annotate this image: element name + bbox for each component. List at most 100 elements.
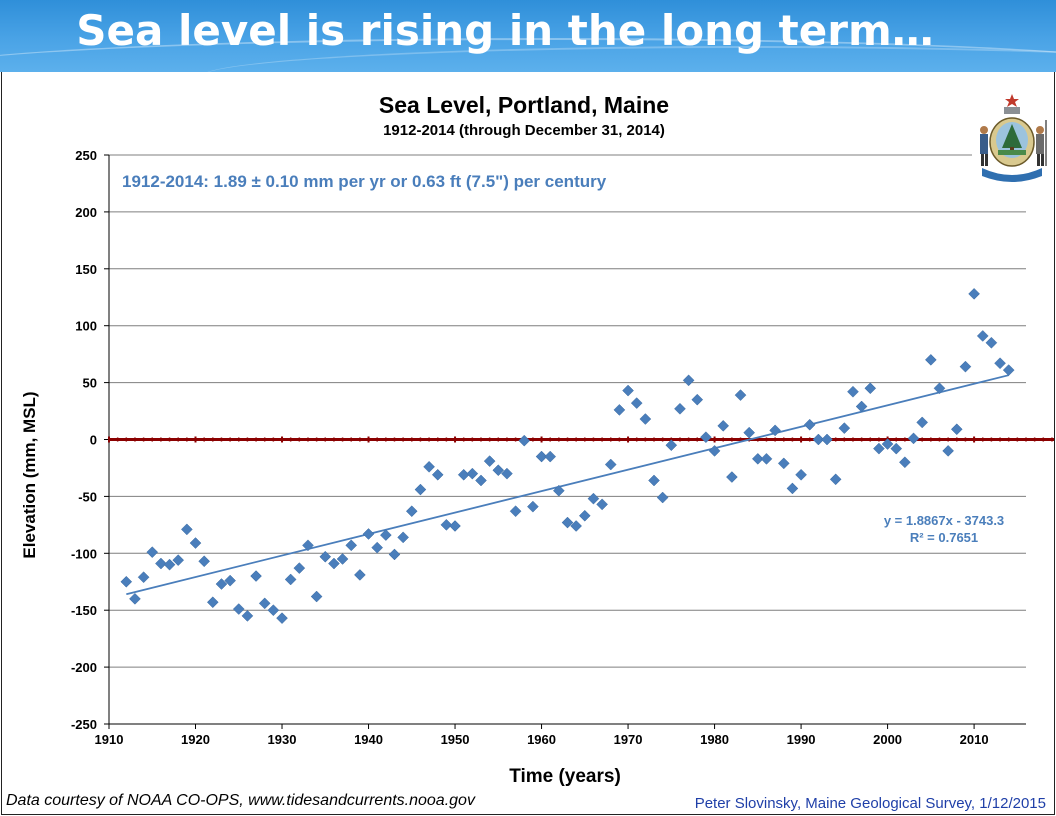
data-point [656, 491, 669, 504]
data-point [250, 570, 262, 582]
data-point [734, 389, 747, 401]
x-tick-label: 1920 [181, 732, 210, 747]
data-point [379, 529, 392, 541]
data-point [665, 439, 678, 452]
y-tick-label: -250 [71, 717, 97, 732]
data-point [821, 433, 833, 446]
data-point [405, 505, 418, 518]
data-source-credit: Data courtesy of NOAA CO-OPS, www.tidesa… [6, 792, 475, 809]
data-point [717, 419, 730, 432]
data-point [829, 473, 842, 486]
data-point [414, 483, 427, 496]
data-point [708, 445, 721, 457]
y-tick-label: 200 [75, 205, 97, 220]
data-point [933, 382, 946, 395]
data-point [1002, 364, 1015, 376]
rate-annotation: 1912-2014: 1.89 ± 0.10 mm per yr or 0.63… [122, 172, 607, 191]
data-point [674, 402, 686, 415]
data-point [812, 433, 825, 446]
data-point [527, 500, 539, 513]
y-tick-label: 250 [75, 148, 97, 163]
data-point [855, 400, 868, 413]
data-point [691, 393, 704, 406]
data-point [847, 385, 859, 398]
data-point [181, 523, 193, 536]
data-point [189, 537, 202, 549]
data-point [129, 592, 141, 605]
data-point [873, 442, 885, 455]
data-point [232, 603, 245, 615]
r-squared-label: R² = 0.7651 [910, 530, 978, 545]
data-point [284, 573, 297, 586]
data-point [457, 468, 470, 481]
data-point [924, 353, 937, 366]
data-point [206, 596, 219, 609]
data-point [258, 597, 271, 610]
data-point [795, 468, 807, 481]
data-point [881, 438, 894, 450]
y-tick-label: 150 [75, 262, 97, 277]
x-tick-label: 2000 [873, 732, 902, 747]
data-point [994, 357, 1006, 370]
data-point [328, 557, 340, 570]
x-tick-label: 1940 [354, 732, 383, 747]
data-point [345, 539, 358, 552]
data-point [371, 541, 384, 554]
x-tick-label: 1970 [614, 732, 643, 747]
data-point [440, 518, 453, 531]
data-point [310, 590, 323, 603]
data-point [518, 434, 531, 447]
y-tick-label: -50 [78, 489, 97, 504]
data-point [570, 520, 583, 532]
data-point [613, 404, 626, 416]
data-point [751, 452, 764, 465]
x-tick-label: 2010 [960, 732, 989, 747]
data-point [535, 450, 548, 463]
chart-subtitle: 1912-2014 (through December 31, 2014) [383, 122, 665, 139]
data-point [726, 471, 738, 483]
data-point [423, 460, 435, 473]
data-point [293, 562, 306, 574]
data-point [916, 416, 929, 429]
data-point [777, 457, 790, 470]
data-point [786, 482, 799, 495]
data-point [899, 456, 911, 469]
data-point [950, 423, 963, 436]
y-tick-label: 50 [83, 376, 97, 391]
y-tick-label: 100 [75, 319, 97, 334]
banner-decoration [200, 46, 1056, 72]
data-point [276, 612, 288, 625]
data-point [700, 431, 712, 444]
trend-equation: y = 1.8867x - 3743.3 [884, 513, 1004, 528]
data-point [587, 492, 600, 505]
data-point [544, 450, 557, 463]
data-point [942, 445, 954, 457]
data-point [552, 484, 565, 497]
data-point [120, 575, 133, 588]
banner-decoration [0, 38, 1056, 72]
data-point [907, 432, 920, 445]
slide-title: Sea level is rising in the long term… [76, 6, 934, 55]
data-point [959, 360, 972, 373]
data-point [224, 574, 236, 587]
data-point [561, 516, 574, 529]
x-axis-label: Time (years) [509, 766, 621, 787]
data-point [137, 571, 150, 584]
data-point [431, 468, 444, 481]
data-point [622, 384, 634, 397]
x-tick-label: 1910 [95, 732, 124, 747]
data-point [976, 330, 989, 342]
data-point [803, 418, 816, 431]
data-point [319, 550, 332, 563]
data-point [501, 467, 513, 480]
data-point [630, 397, 643, 409]
data-point [475, 474, 487, 487]
data-point [302, 539, 314, 552]
data-point [760, 452, 773, 465]
data-point [172, 554, 185, 566]
trend-line [126, 374, 1009, 596]
data-point [985, 336, 998, 349]
slide-title-banner: Sea level is rising in the long term… [0, 0, 1056, 72]
data-point [648, 474, 660, 487]
